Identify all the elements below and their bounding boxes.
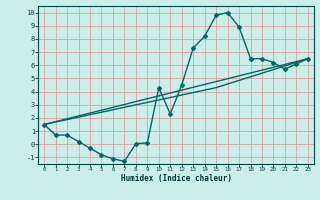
- X-axis label: Humidex (Indice chaleur): Humidex (Indice chaleur): [121, 174, 231, 183]
